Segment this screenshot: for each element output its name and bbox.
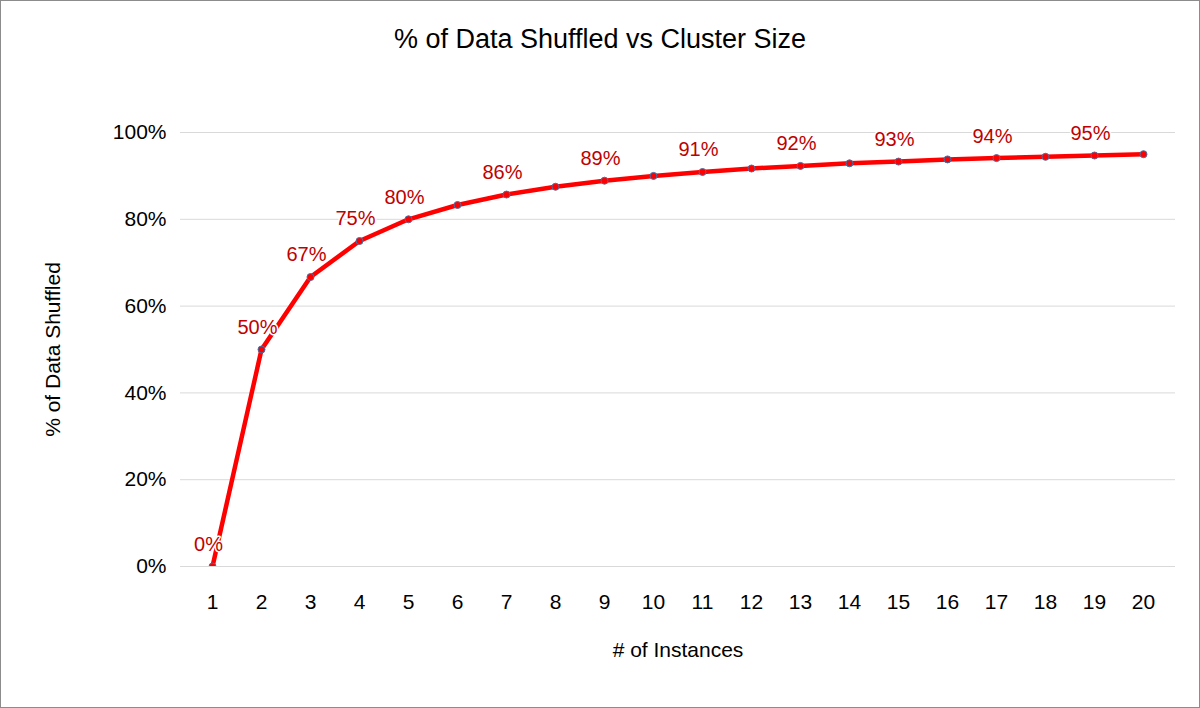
svg-text:2: 2 [256,590,268,613]
svg-text:92%: 92% [776,132,816,154]
svg-text:16: 16 [936,590,959,613]
svg-text:11: 11 [692,590,714,613]
svg-text:1: 1 [207,590,219,613]
svg-text:80%: 80% [384,186,424,208]
svg-text:7: 7 [501,590,513,613]
svg-text:14: 14 [838,590,862,613]
svg-text:8: 8 [550,590,562,613]
svg-text:0%: 0% [194,533,223,555]
svg-text:5: 5 [403,590,415,613]
svg-text:% of Data Shuffled: % of Data Shuffled [41,262,64,437]
svg-text:15: 15 [887,590,910,613]
svg-text:13: 13 [789,590,812,613]
svg-text:100%: 100% [113,120,167,143]
svg-text:3: 3 [305,590,317,613]
svg-text:9: 9 [599,590,611,613]
svg-text:6: 6 [452,590,464,613]
svg-text:60%: 60% [124,294,166,317]
svg-text:89%: 89% [580,147,620,169]
svg-text:75%: 75% [335,207,375,229]
svg-text:17: 17 [985,590,1008,613]
svg-text:18: 18 [1034,590,1057,613]
svg-text:12: 12 [740,590,763,613]
svg-text:95%: 95% [1070,122,1110,144]
svg-text:# of Instances: # of Instances [613,638,744,661]
svg-text:80%: 80% [124,207,166,230]
svg-text:20: 20 [1132,590,1155,613]
svg-text:10: 10 [642,590,665,613]
svg-text:4: 4 [354,590,366,613]
svg-text:94%: 94% [972,125,1012,147]
svg-text:20%: 20% [124,467,166,490]
html-text:% of Data Shuffled vs Cluster: % of Data Shuffled vs Cluster Size [393,24,807,54]
svg-text:0%: 0% [136,554,166,577]
svg-text:19: 19 [1083,590,1106,613]
svg-text:91%: 91% [678,138,718,160]
svg-text:86%: 86% [482,161,522,183]
svg-text:40%: 40% [124,381,166,404]
svg-text:50%: 50% [237,316,277,338]
svg-text:93%: 93% [874,128,914,150]
svg-text:67%: 67% [286,243,326,265]
